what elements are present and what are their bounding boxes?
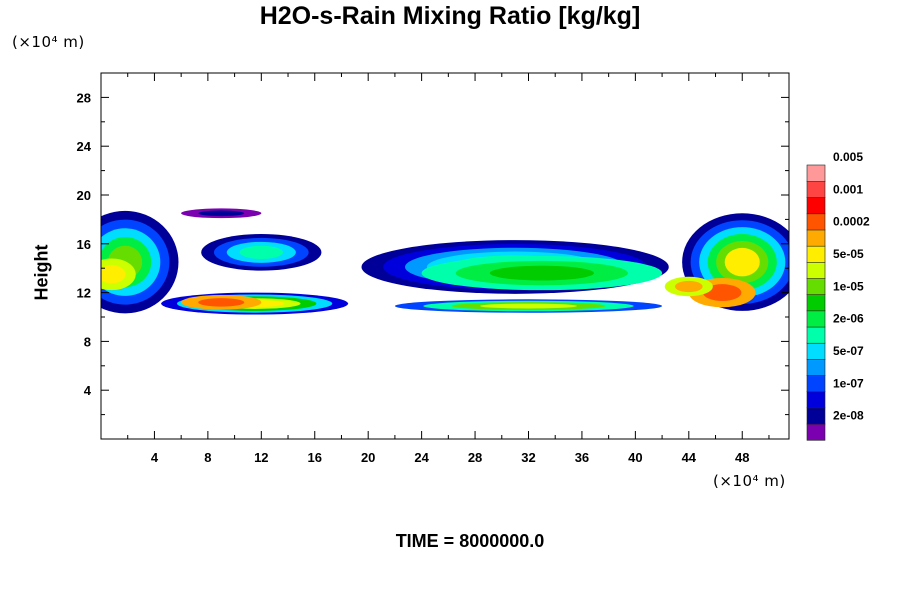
colorbar-swatch <box>806 407 826 425</box>
y-tick-label: 28 <box>77 90 91 105</box>
colorbar-swatch <box>806 374 826 393</box>
y-tick-label: 4 <box>84 383 92 398</box>
right-edge-core <box>703 284 742 302</box>
x-tick-label: 12 <box>254 450 268 465</box>
x-tick-label: 28 <box>468 450 482 465</box>
colorbar-label: 0.005 <box>833 150 863 164</box>
right-edge-cloud <box>724 247 760 277</box>
colorbar-swatch <box>806 180 826 198</box>
x-axis-unit: (×10⁴ m) <box>713 472 786 490</box>
y-tick-label: 12 <box>77 286 91 301</box>
x-tick-label: 4 <box>151 450 159 465</box>
colorbar-swatch <box>806 261 826 279</box>
colorbar-label: 5e-05 <box>833 247 864 261</box>
x-tick-label: 44 <box>682 450 697 465</box>
contour-fields <box>101 208 789 315</box>
colorbar-swatch <box>806 358 826 376</box>
chart-title: H2O-s-Rain Mixing Ratio [kg/kg] <box>259 2 641 30</box>
colorbar-label: 1e-05 <box>833 279 864 293</box>
x-tick-label: 40 <box>628 450 642 465</box>
central-cloud-core <box>489 265 594 281</box>
colorbar-swatch <box>806 164 826 182</box>
upper-left-cloud <box>239 245 284 259</box>
colorbar-swatch <box>806 326 826 344</box>
x-tick-label: 32 <box>521 450 535 465</box>
colorbar-label: 0.0002 <box>833 215 870 229</box>
left-edge-core <box>101 265 126 284</box>
colorbar-swatch <box>806 310 826 328</box>
colorbar-swatch <box>806 294 826 312</box>
colorbar-label: 5e-07 <box>833 344 864 358</box>
colorbar-swatch <box>806 229 826 247</box>
lower-left-core <box>198 298 245 307</box>
y-tick-label: 24 <box>77 139 92 154</box>
colorbar-label: 0.001 <box>833 182 863 196</box>
y-tick-label: 8 <box>84 334 91 349</box>
x-tick-label: 36 <box>575 450 589 465</box>
colorbar-swatch <box>806 423 826 441</box>
y-tick-label: 20 <box>77 188 91 203</box>
time-label: TIME = 8000000.0 <box>395 531 545 551</box>
y-tick-label: 16 <box>77 237 91 252</box>
right-edge-patch <box>674 280 703 293</box>
colorbar-swatch <box>806 277 826 296</box>
colorbar-label: 1e-07 <box>833 376 864 390</box>
colorbar-swatch <box>806 213 826 231</box>
upper-left-wisp <box>198 210 245 217</box>
colorbar-swatch <box>806 391 826 409</box>
colorbar-swatch <box>806 245 826 263</box>
colorbar-swatch <box>806 342 826 360</box>
middle-lower-layer <box>480 303 577 309</box>
x-tick-label: 20 <box>361 450 375 465</box>
x-tick-label: 16 <box>308 450 322 465</box>
plot-frame <box>100 72 790 440</box>
colorbar-label: 2e-06 <box>833 312 864 326</box>
colorbar: 2e-08 1e-07 5e-07 2e-06 1e-05 5e-05 0.0002 0.00… <box>806 150 870 441</box>
y-axis-unit: (×10⁴ m) <box>12 33 85 51</box>
x-tick-label: 48 <box>735 450 749 465</box>
x-tick-label: 24 <box>414 450 429 465</box>
colorbar-swatch <box>806 197 826 215</box>
x-tick-label: 8 <box>204 450 211 465</box>
colorbar-label: 2e-08 <box>833 409 864 423</box>
